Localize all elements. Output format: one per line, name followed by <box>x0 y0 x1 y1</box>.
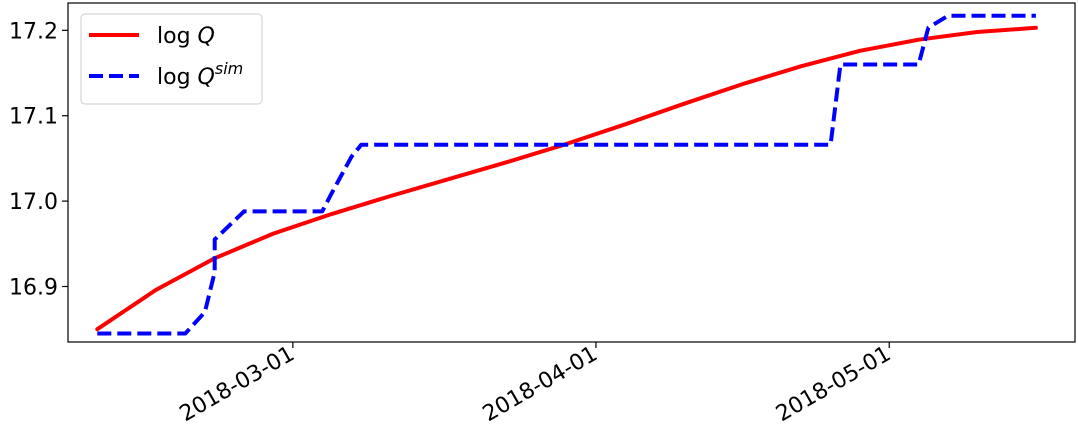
series-line-2 <box>97 13 1036 336</box>
legend-label-2: log Qsim <box>157 59 243 90</box>
legend-label-1: log Q <box>157 24 215 49</box>
y-tick-label: 17.2 <box>9 19 58 44</box>
x-tick-label: 2018-05-01 <box>772 342 895 428</box>
y-tick-label: 17.0 <box>9 190 58 215</box>
plot-frame <box>67 2 1076 343</box>
legend: log Q log Qsim <box>80 13 263 105</box>
y-tick-label: 17.1 <box>9 105 58 130</box>
x-tick-label: 2018-04-01 <box>479 342 602 428</box>
series-layer <box>95 13 1038 336</box>
x-tick-label: 2018-03-01 <box>176 342 299 428</box>
y-tick-label: 16.9 <box>9 275 58 300</box>
